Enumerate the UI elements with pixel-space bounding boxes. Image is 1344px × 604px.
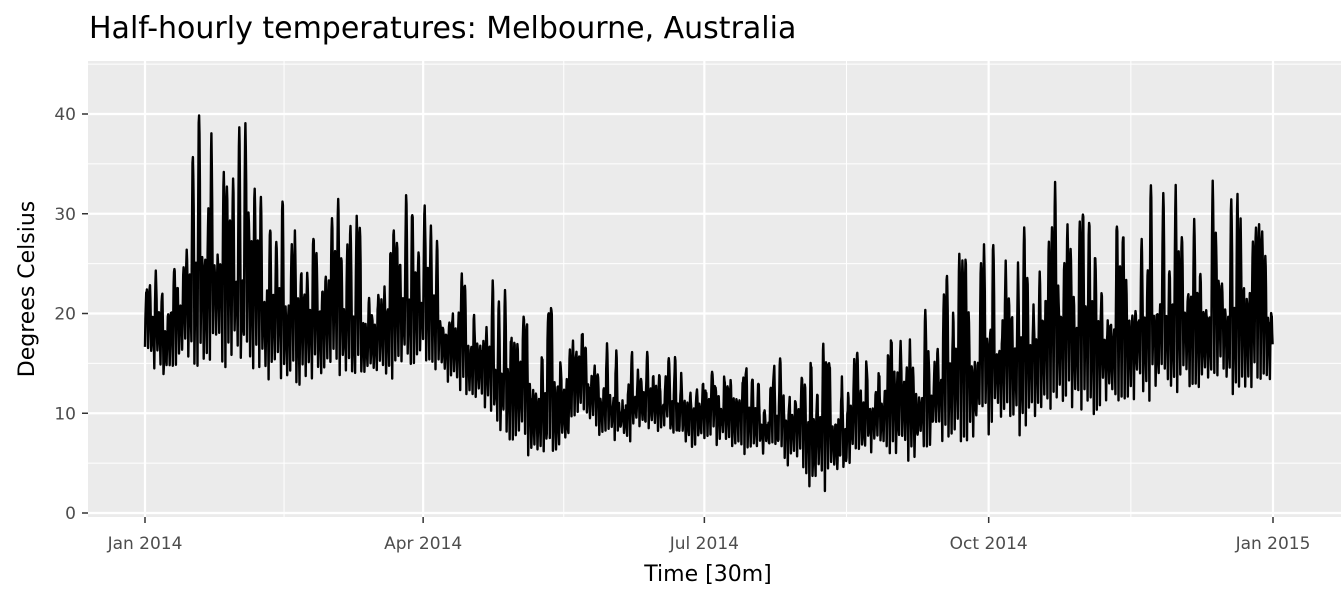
y-tick-label: 0 <box>65 504 76 524</box>
x-axis: Jan 2014 Apr 2014 Jul 2014 Oct 2014 Jan 2015 <box>107 517 1311 554</box>
x-tick-label: Jan 2015 <box>1235 534 1311 554</box>
y-axis: 0 10 20 30 40 <box>54 105 88 524</box>
y-tick-label: 10 <box>54 404 76 424</box>
x-tick-label: Jan 2014 <box>107 534 183 554</box>
y-tick-label: 20 <box>54 305 76 325</box>
y-axis-title: Degrees Celsius <box>15 201 40 378</box>
x-tick-label: Apr 2014 <box>384 534 462 554</box>
y-tick-label: 30 <box>54 205 76 225</box>
y-tick-label: 40 <box>54 105 76 125</box>
x-tick-label: Oct 2014 <box>950 534 1028 554</box>
chart-title: Half-hourly temperatures: Melbourne, Aus… <box>89 11 796 46</box>
x-axis-title: Time [30m] <box>643 562 771 587</box>
x-tick-label: Jul 2014 <box>669 534 739 554</box>
temperature-series-line <box>143 114 1274 493</box>
